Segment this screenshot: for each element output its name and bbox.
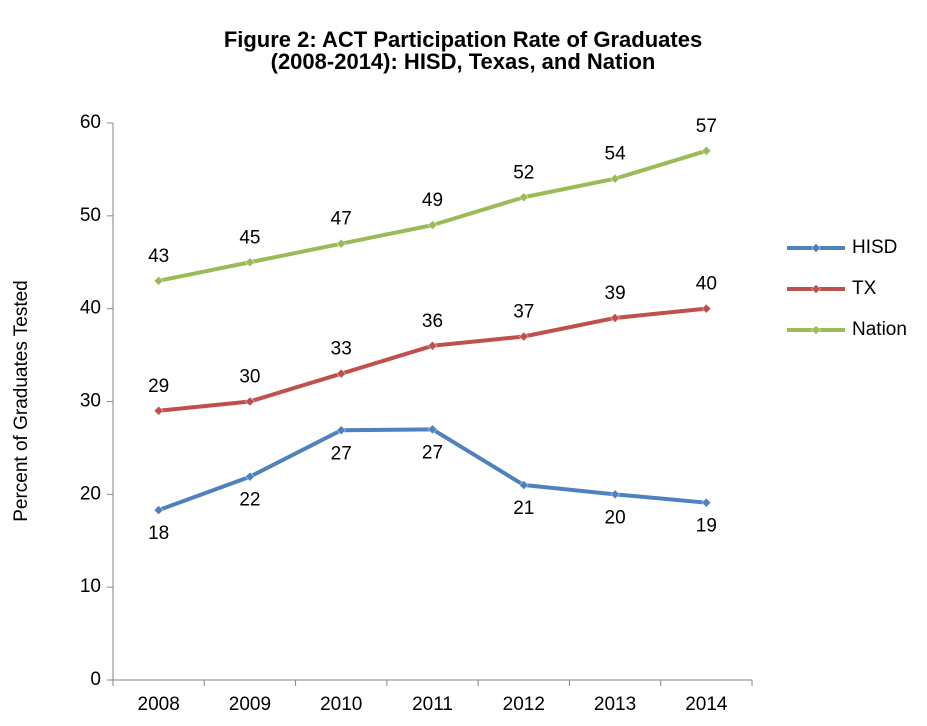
data-point [610, 173, 620, 184]
data-point [245, 471, 255, 482]
y-tick-label: 0 [90, 669, 101, 690]
data-point [427, 340, 438, 351]
y-tick-label: 10 [80, 576, 101, 597]
data-label: 20 [605, 507, 626, 528]
data-point [518, 331, 529, 342]
x-tick-label: 2011 [412, 694, 453, 715]
data-point [427, 424, 438, 435]
x-tick-label: 2010 [320, 694, 362, 715]
data-label: 57 [696, 116, 717, 137]
data-point [153, 405, 164, 416]
data-point [701, 497, 712, 508]
x-tick-label: 2014 [685, 694, 728, 715]
chart-title: (2008-2014): HISD, Texas, and Nation [271, 49, 656, 74]
chart-title: Figure 2: ACT Participation Rate of Grad… [224, 27, 702, 52]
data-point [610, 489, 620, 500]
data-point [518, 192, 529, 203]
data-label: 36 [422, 311, 443, 332]
x-tick-label: 2009 [229, 694, 271, 715]
legend-marker [811, 284, 821, 294]
data-point [427, 220, 438, 230]
x-tick-label: 2013 [594, 694, 636, 715]
data-label: 30 [239, 367, 260, 388]
data-point [153, 505, 164, 515]
y-tick-label: 60 [80, 112, 101, 133]
data-label: 47 [331, 209, 352, 230]
data-point [701, 145, 712, 156]
data-point [336, 425, 347, 436]
series-line [158, 148, 707, 283]
data-point [336, 368, 347, 379]
y-axis-label: Percent of Graduates Tested [11, 280, 32, 522]
y-tick-label: 40 [80, 298, 101, 319]
data-label: 27 [422, 442, 443, 463]
y-tick-label: 20 [80, 483, 101, 504]
data-point [153, 275, 164, 286]
data-label: 27 [331, 443, 352, 464]
data-point [701, 303, 712, 314]
data-label: 45 [239, 227, 260, 248]
data-label: 39 [605, 283, 626, 304]
y-tick-label: 50 [80, 205, 101, 226]
x-tick-label: 2012 [503, 694, 545, 715]
data-label: 21 [513, 498, 534, 519]
data-label: 49 [422, 190, 443, 211]
legend-label: TX [852, 278, 877, 299]
data-label: 18 [148, 523, 169, 544]
y-tick-label: 30 [80, 391, 101, 412]
data-point [245, 257, 255, 268]
data-label: 33 [331, 339, 352, 360]
data-label: 52 [513, 162, 534, 183]
data-point [610, 313, 620, 323]
legend-marker [811, 243, 821, 253]
data-label: 22 [239, 490, 260, 511]
data-label: 29 [148, 376, 169, 397]
data-point [336, 238, 347, 249]
x-tick-label: 2008 [138, 694, 180, 715]
legend-marker [811, 325, 821, 335]
data-label: 54 [605, 144, 627, 165]
data-label: 19 [696, 516, 717, 537]
data-point [518, 480, 529, 490]
legend-label: Nation [852, 319, 907, 340]
data-label: 37 [513, 302, 534, 323]
data-point [245, 396, 255, 407]
data-label: 40 [696, 274, 717, 295]
legend-label: HISD [852, 237, 897, 258]
data-label: 43 [148, 246, 169, 267]
